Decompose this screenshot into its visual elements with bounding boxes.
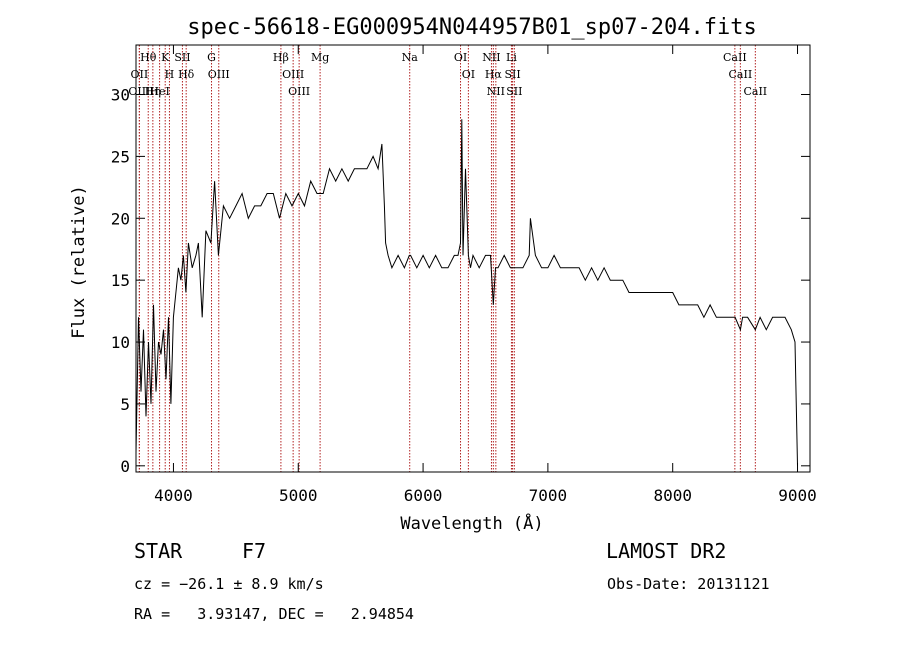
spectral-line-label: HeI bbox=[149, 85, 169, 98]
spectral-line-label: OII bbox=[131, 68, 149, 81]
x-axis-ticks: 4000 5000 6000 7000 8000 9000 bbox=[154, 45, 817, 505]
spectral-line-label: OIII bbox=[288, 85, 310, 98]
spectrum-series-line bbox=[135, 119, 798, 466]
y-axis-ticks: 0 5 10 15 20 25 30 bbox=[111, 86, 810, 476]
y-tick-label: 15 bbox=[111, 271, 130, 290]
object-subclass: F7 bbox=[242, 539, 266, 563]
y-axis-label: Flux (relative) bbox=[69, 185, 89, 339]
spectral-line-label: Hβ bbox=[273, 51, 289, 64]
sky-coordinates: RA = 3.93147, DEC = 2.94854 bbox=[134, 605, 414, 623]
spectral-line-label: Li bbox=[506, 51, 517, 64]
spectral-line-label: Hη bbox=[145, 85, 161, 98]
y-tick-label: 10 bbox=[111, 333, 130, 352]
spectral-line-label: Hθ bbox=[140, 51, 157, 64]
spectral-line-label: OI bbox=[462, 68, 475, 81]
spectral-line-label: CaII bbox=[729, 68, 753, 81]
x-tick-label: 6000 bbox=[404, 486, 443, 505]
spectral-line-label: CaII bbox=[743, 85, 767, 98]
y-tick-label: 0 bbox=[120, 457, 130, 476]
x-tick-label: 5000 bbox=[279, 486, 318, 505]
spectral-line-label: Hα bbox=[485, 68, 503, 81]
object-class: STAR bbox=[134, 539, 183, 563]
x-tick-label: 8000 bbox=[653, 486, 692, 505]
spectral-line-label: OIII bbox=[208, 68, 230, 81]
spectral-line-markers bbox=[138, 45, 756, 472]
y-tick-label: 25 bbox=[111, 147, 130, 166]
spectral-line-label: Mg bbox=[311, 51, 329, 64]
x-tick-label: 4000 bbox=[154, 486, 193, 505]
spectral-line-label: Na bbox=[402, 51, 419, 64]
x-tick-label: 7000 bbox=[529, 486, 568, 505]
x-tick-label: 9000 bbox=[778, 486, 817, 505]
spectral-line-label: OIII bbox=[282, 68, 304, 81]
spectral-line-label: SII bbox=[174, 51, 190, 64]
spectral-line-label: CaII bbox=[723, 51, 747, 64]
spectral-line-label: K bbox=[161, 51, 170, 64]
x-axis-label: Wavelength (Å) bbox=[400, 512, 543, 534]
spectral-line-label: SII bbox=[506, 85, 522, 98]
y-tick-label: 5 bbox=[120, 395, 130, 414]
spectral-line-label: G bbox=[207, 51, 216, 64]
spectral-line-label: NII bbox=[487, 85, 505, 98]
survey-name: LAMOST DR2 bbox=[606, 539, 726, 563]
plot-frame bbox=[135, 44, 811, 473]
spectral-line-label: H bbox=[165, 68, 175, 81]
obs-date: Obs-Date: 20131121 bbox=[607, 575, 770, 593]
chart-title: spec-56618-EG000954N044957B01_sp07-204.f… bbox=[187, 15, 757, 40]
spectral-line-label: OI bbox=[454, 51, 467, 64]
redshift-cz: cz = −26.1 ± 8.9 km/s bbox=[134, 575, 324, 593]
y-tick-label: 30 bbox=[111, 86, 130, 105]
y-tick-label: 20 bbox=[111, 209, 130, 228]
spectral-line-label: SII bbox=[504, 68, 520, 81]
spectral-line-label: NII bbox=[482, 51, 500, 64]
spectral-line-label: Hδ bbox=[178, 68, 195, 81]
